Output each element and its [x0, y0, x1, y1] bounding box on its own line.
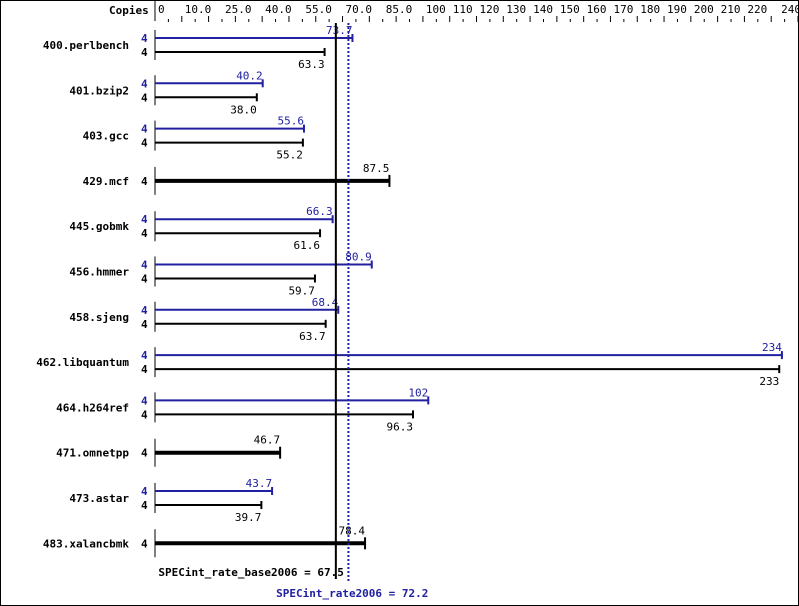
tick-label: 85.0 — [386, 3, 413, 16]
copies-header: Copies — [109, 4, 149, 17]
peak-copies: 4 — [141, 485, 148, 498]
peak-value-label: 55.6 — [277, 115, 304, 128]
base-value-label: 46.7 — [254, 434, 281, 447]
peak-value-label: 234 — [762, 341, 782, 354]
base-value-label: 63.3 — [298, 58, 325, 71]
tick-label: 25.0 — [225, 3, 252, 16]
peak-copies: 4 — [141, 213, 148, 226]
base-copies: 4 — [141, 499, 148, 512]
base-value-label: 38.0 — [230, 103, 257, 116]
peak-copies: 4 — [141, 123, 148, 136]
base-copies: 4 — [141, 273, 148, 286]
tick-label: 190 — [667, 3, 687, 16]
base-value-label: 63.7 — [299, 330, 326, 343]
base-value-label: 87.5 — [363, 162, 390, 175]
peak-copies: 4 — [141, 259, 148, 272]
tick-label: 70.0 — [346, 3, 373, 16]
benchmark-label: 462.libquantum — [36, 356, 129, 369]
peak-value-label: 66.3 — [306, 205, 333, 218]
tick-label: 140 — [533, 3, 553, 16]
base-copies: 4 — [141, 408, 148, 421]
tick-label: 40.0 — [265, 3, 292, 16]
base-copies: 4 — [141, 137, 148, 150]
peak-value-label: 102 — [408, 386, 428, 399]
benchmark-label: 473.astar — [69, 492, 129, 505]
benchmark-label: 483.xalancbmk — [43, 537, 129, 550]
peak-copies: 4 — [141, 304, 148, 317]
tick-label: 150 — [560, 3, 580, 16]
base-reference-label: SPECint_rate_base2006 = 67.5 — [158, 566, 343, 579]
peak-copies: 4 — [141, 77, 148, 90]
base-value-label: 96.3 — [387, 420, 414, 433]
peak-copies: 4 — [141, 349, 148, 362]
tick-label: 160 — [587, 3, 607, 16]
tick-label: 240 — [781, 3, 798, 16]
tick-label: 170 — [613, 3, 633, 16]
benchmark-label: 456.hmmer — [69, 266, 129, 279]
base-value-label: 59.7 — [288, 285, 315, 298]
tick-label: 130 — [506, 3, 526, 16]
base-copies: 4 — [141, 447, 148, 460]
benchmark-label: 403.gcc — [83, 130, 129, 143]
peak-copies: 4 — [141, 32, 148, 45]
peak-value-label: 68.4 — [312, 296, 339, 309]
base-copies: 4 — [141, 91, 148, 104]
tick-label: 0 — [158, 3, 165, 16]
benchmark-label: 400.perlbench — [43, 39, 129, 52]
base-value-label: 233 — [759, 375, 779, 388]
tick-label: 110 — [453, 3, 473, 16]
benchmark-label: 429.mcf — [83, 175, 129, 188]
tick-label: 200 — [694, 3, 714, 16]
benchmark-label: 445.gobmk — [69, 220, 129, 233]
benchmark-label: 401.bzip2 — [69, 84, 129, 97]
peak-copies: 4 — [141, 394, 148, 407]
base-copies: 4 — [141, 227, 148, 240]
peak-value-label: 73.7 — [326, 24, 353, 37]
benchmark-label: 471.omnetpp — [56, 447, 129, 460]
base-copies: 4 — [141, 318, 148, 331]
base-copies: 4 — [141, 175, 148, 188]
tick-label: 120 — [480, 3, 500, 16]
tick-label: 180 — [640, 3, 660, 16]
base-value-label: 39.7 — [235, 511, 262, 524]
tick-label: 210 — [721, 3, 741, 16]
base-value-label: 55.2 — [276, 149, 303, 162]
tick-label: 100 — [426, 3, 446, 16]
base-value-label: 61.6 — [294, 239, 321, 252]
peak-reference-label: SPECint_rate2006 = 72.2 — [276, 587, 428, 600]
base-copies: 4 — [141, 363, 148, 376]
base-copies: 4 — [141, 46, 148, 59]
base-copies: 4 — [141, 537, 148, 550]
tick-label: 55.0 — [305, 3, 332, 16]
benchmark-label: 458.sjeng — [69, 311, 129, 324]
peak-value-label: 40.2 — [236, 69, 263, 82]
peak-value-label: 43.7 — [246, 477, 273, 490]
peak-value-label: 80.9 — [345, 251, 372, 264]
tick-label: 10.0 — [185, 3, 212, 16]
benchmark-label: 464.h264ref — [56, 401, 129, 414]
base-value-label: 78.4 — [339, 524, 366, 537]
tick-label: 220 — [747, 3, 767, 16]
